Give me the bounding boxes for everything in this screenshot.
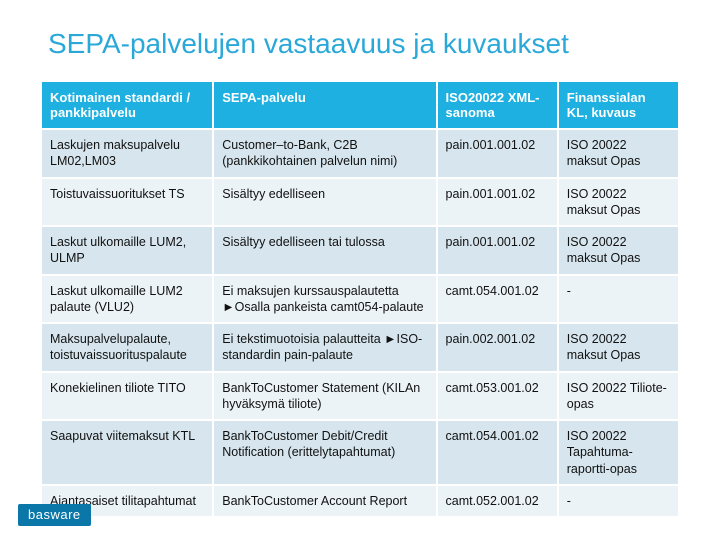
table-body: Laskujen maksupalvelu LM02,LM03Customer–… xyxy=(41,129,679,517)
col-header-0: Kotimainen standardi / pankkipalvelu xyxy=(41,81,213,129)
table-cell: camt.054.001.02 xyxy=(437,420,558,485)
table-row: Saapuvat viitemaksut KTLBankToCustomer D… xyxy=(41,420,679,485)
table-cell: pain.001.001.02 xyxy=(437,178,558,227)
table-cell: camt.053.001.02 xyxy=(437,372,558,421)
table-cell: Toistuvaissuoritukset TS xyxy=(41,178,213,227)
table-cell: Ei tekstimuotoisia palautteita ►ISO-stan… xyxy=(213,323,436,372)
sepa-table: Kotimainen standardi / pankkipalvelu SEP… xyxy=(40,80,680,518)
table-cell: Ei maksujen kurssauspalautetta ►Osalla p… xyxy=(213,275,436,324)
table-row: Laskujen maksupalvelu LM02,LM03Customer–… xyxy=(41,129,679,178)
table-cell: Saapuvat viitemaksut KTL xyxy=(41,420,213,485)
table-row: Toistuvaissuoritukset TSSisältyy edellis… xyxy=(41,178,679,227)
table-cell: BankToCustomer Debit/Credit Notification… xyxy=(213,420,436,485)
table-cell: BankToCustomer Statement (KILAn hyväksym… xyxy=(213,372,436,421)
col-header-1: SEPA-palvelu xyxy=(213,81,436,129)
table-row: Konekielinen tiliote TITOBankToCustomer … xyxy=(41,372,679,421)
page-title: SEPA-palvelujen vastaavuus ja kuvaukset xyxy=(40,28,680,60)
col-header-2: ISO20022 XML-sanoma xyxy=(437,81,558,129)
table-cell: pain.001.001.02 xyxy=(437,129,558,178)
table-cell: Customer–to-Bank, C2B (pankkikohtainen p… xyxy=(213,129,436,178)
table-cell: ISO 20022 Tapahtuma-raportti-opas xyxy=(558,420,679,485)
table-cell: pain.002.001.02 xyxy=(437,323,558,372)
table-cell: Laskujen maksupalvelu LM02,LM03 xyxy=(41,129,213,178)
table-cell: Maksupalvelupalaute, toistuvaissuoritusp… xyxy=(41,323,213,372)
table-row: Ajantasaiset tilitapahtumatBankToCustome… xyxy=(41,485,679,517)
table-cell: Laskut ulkomaille LUM2, ULMP xyxy=(41,226,213,275)
table-cell: ISO 20022 Tiliote-opas xyxy=(558,372,679,421)
table-header: Kotimainen standardi / pankkipalvelu SEP… xyxy=(41,81,679,129)
table-cell: ISO 20022 maksut Opas xyxy=(558,323,679,372)
table-cell: - xyxy=(558,485,679,517)
table-cell: Laskut ulkomaille LUM2 palaute (VLU2) xyxy=(41,275,213,324)
table-cell: Konekielinen tiliote TITO xyxy=(41,372,213,421)
table-row: Laskut ulkomaille LUM2, ULMPSisältyy ede… xyxy=(41,226,679,275)
table-row: Maksupalvelupalaute, toistuvaissuoritusp… xyxy=(41,323,679,372)
table-row: Laskut ulkomaille LUM2 palaute (VLU2)Ei … xyxy=(41,275,679,324)
brand-logo: basware xyxy=(18,504,96,526)
brand-logo-text: basware xyxy=(18,504,91,526)
table-cell: camt.052.001.02 xyxy=(437,485,558,517)
table-cell: Sisältyy edelliseen tai tulossa xyxy=(213,226,436,275)
table-cell: camt.054.001.02 xyxy=(437,275,558,324)
col-header-3: Finanssialan KL, kuvaus xyxy=(558,81,679,129)
table-cell: BankToCustomer Account Report xyxy=(213,485,436,517)
table-cell: ISO 20022 maksut Opas xyxy=(558,226,679,275)
table-cell: ISO 20022 maksut Opas xyxy=(558,178,679,227)
table-cell: pain.001.001.02 xyxy=(437,226,558,275)
table-cell: Sisältyy edelliseen xyxy=(213,178,436,227)
table-cell: ISO 20022 maksut Opas xyxy=(558,129,679,178)
table-cell: - xyxy=(558,275,679,324)
slide: SEPA-palvelujen vastaavuus ja kuvaukset … xyxy=(0,0,720,540)
